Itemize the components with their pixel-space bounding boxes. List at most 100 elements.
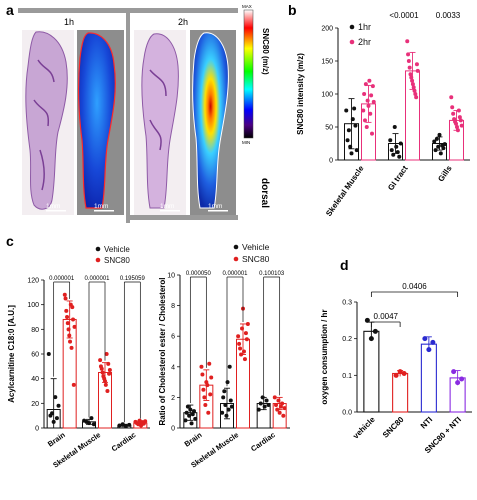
- data-point: [100, 370, 105, 375]
- data-point: [62, 292, 67, 297]
- legend-label: 2hr: [358, 37, 371, 47]
- legend-label: SNC80: [104, 256, 130, 265]
- data-point: [398, 141, 403, 146]
- colorbar: [243, 9, 254, 139]
- data-point: [281, 413, 286, 418]
- data-point: [352, 106, 357, 111]
- y-tick-label: 50: [325, 125, 333, 132]
- data-point: [203, 403, 208, 408]
- data-point: [401, 371, 407, 376]
- data-point: [220, 410, 225, 415]
- category-label: GI tract: [386, 164, 410, 192]
- category-label: Skeletal Muscle: [324, 164, 366, 218]
- data-point: [143, 419, 148, 424]
- y-tick-label: 2: [171, 395, 175, 402]
- data-point: [368, 111, 373, 116]
- data-point: [208, 392, 213, 397]
- data-point: [65, 315, 70, 319]
- y-tick-label: 80: [31, 327, 39, 334]
- data-point: [264, 398, 269, 403]
- data-point: [397, 154, 402, 159]
- data-point: [274, 403, 279, 408]
- data-point: [64, 308, 69, 313]
- data-point: [71, 382, 76, 387]
- data-point: [258, 401, 263, 406]
- data-point: [225, 380, 230, 385]
- data-point: [188, 407, 193, 412]
- data-point: [127, 422, 132, 427]
- scale-bar-label-1h-histology: 1mm: [46, 203, 60, 210]
- data-point: [345, 138, 350, 143]
- data-point: [414, 95, 419, 100]
- data-point: [256, 407, 261, 412]
- chart-b: 0 50 100 150 200 SNC80 intensity (m/z) Skeleta…: [296, 11, 470, 218]
- scale-bar-label-2h-msi: 1mm: [208, 203, 222, 210]
- data-point: [426, 347, 432, 353]
- data-point: [191, 409, 196, 414]
- y-tick-label: 150: [321, 59, 333, 66]
- scale-bar-1h-histology: [46, 210, 66, 212]
- data-point: [407, 65, 412, 70]
- data-point: [433, 148, 438, 153]
- data-point: [243, 331, 248, 336]
- data-point: [366, 103, 371, 108]
- p-value-label: 0.195059: [120, 276, 146, 282]
- data-point: [422, 336, 428, 342]
- p-value-label: <0.0001: [389, 11, 419, 20]
- data-point: [63, 296, 68, 301]
- data-point: [50, 411, 55, 416]
- data-point: [262, 404, 267, 409]
- data-point: [414, 62, 419, 67]
- legend-marker: [95, 246, 101, 252]
- y-tick-label: 120: [27, 278, 39, 285]
- data-point: [205, 383, 210, 388]
- data-point: [370, 131, 374, 136]
- bar: [392, 372, 409, 413]
- category-label: Gills: [436, 164, 454, 184]
- data-point: [459, 123, 464, 128]
- data-point: [123, 424, 128, 429]
- legend-label: Vehicle: [104, 245, 130, 254]
- data-point: [405, 39, 410, 44]
- data-point: [98, 358, 103, 363]
- data-point: [200, 372, 205, 377]
- data-point: [46, 352, 51, 356]
- data-point: [415, 68, 420, 73]
- bottom-divider-bar: [130, 215, 238, 220]
- data-point: [245, 321, 250, 326]
- y-tick-label: 0.2: [342, 336, 352, 343]
- data-point: [207, 361, 212, 366]
- y-tick-label: 8: [171, 303, 175, 310]
- data-point: [221, 395, 226, 400]
- data-point: [71, 317, 76, 322]
- data-point: [344, 108, 349, 113]
- scale-bar-1h-msi: [94, 210, 114, 212]
- data-point: [104, 352, 109, 356]
- y-tick-label: 60: [31, 352, 39, 359]
- data-point: [106, 361, 111, 366]
- data-point: [456, 108, 461, 113]
- data-point: [201, 387, 206, 392]
- bar: [420, 343, 437, 413]
- category-label: Brain: [183, 430, 204, 449]
- category-label: NTI: [419, 415, 434, 430]
- time-label-2h: 2h: [178, 17, 188, 27]
- data-point: [442, 142, 447, 147]
- y-tick-label: 100: [321, 92, 333, 99]
- data-point: [54, 416, 59, 421]
- data-point: [87, 421, 91, 426]
- data-point: [189, 421, 194, 426]
- data-point: [272, 395, 277, 400]
- data-point: [67, 333, 72, 338]
- data-point: [413, 92, 418, 96]
- y-tick-label: 0.1: [342, 373, 352, 380]
- data-point: [184, 410, 189, 415]
- data-point: [242, 357, 247, 362]
- data-point: [437, 132, 442, 137]
- data-point: [276, 398, 281, 403]
- data-point: [406, 52, 411, 57]
- legend-label: SNC80: [242, 254, 270, 264]
- data-point: [227, 364, 232, 369]
- data-point: [107, 371, 112, 376]
